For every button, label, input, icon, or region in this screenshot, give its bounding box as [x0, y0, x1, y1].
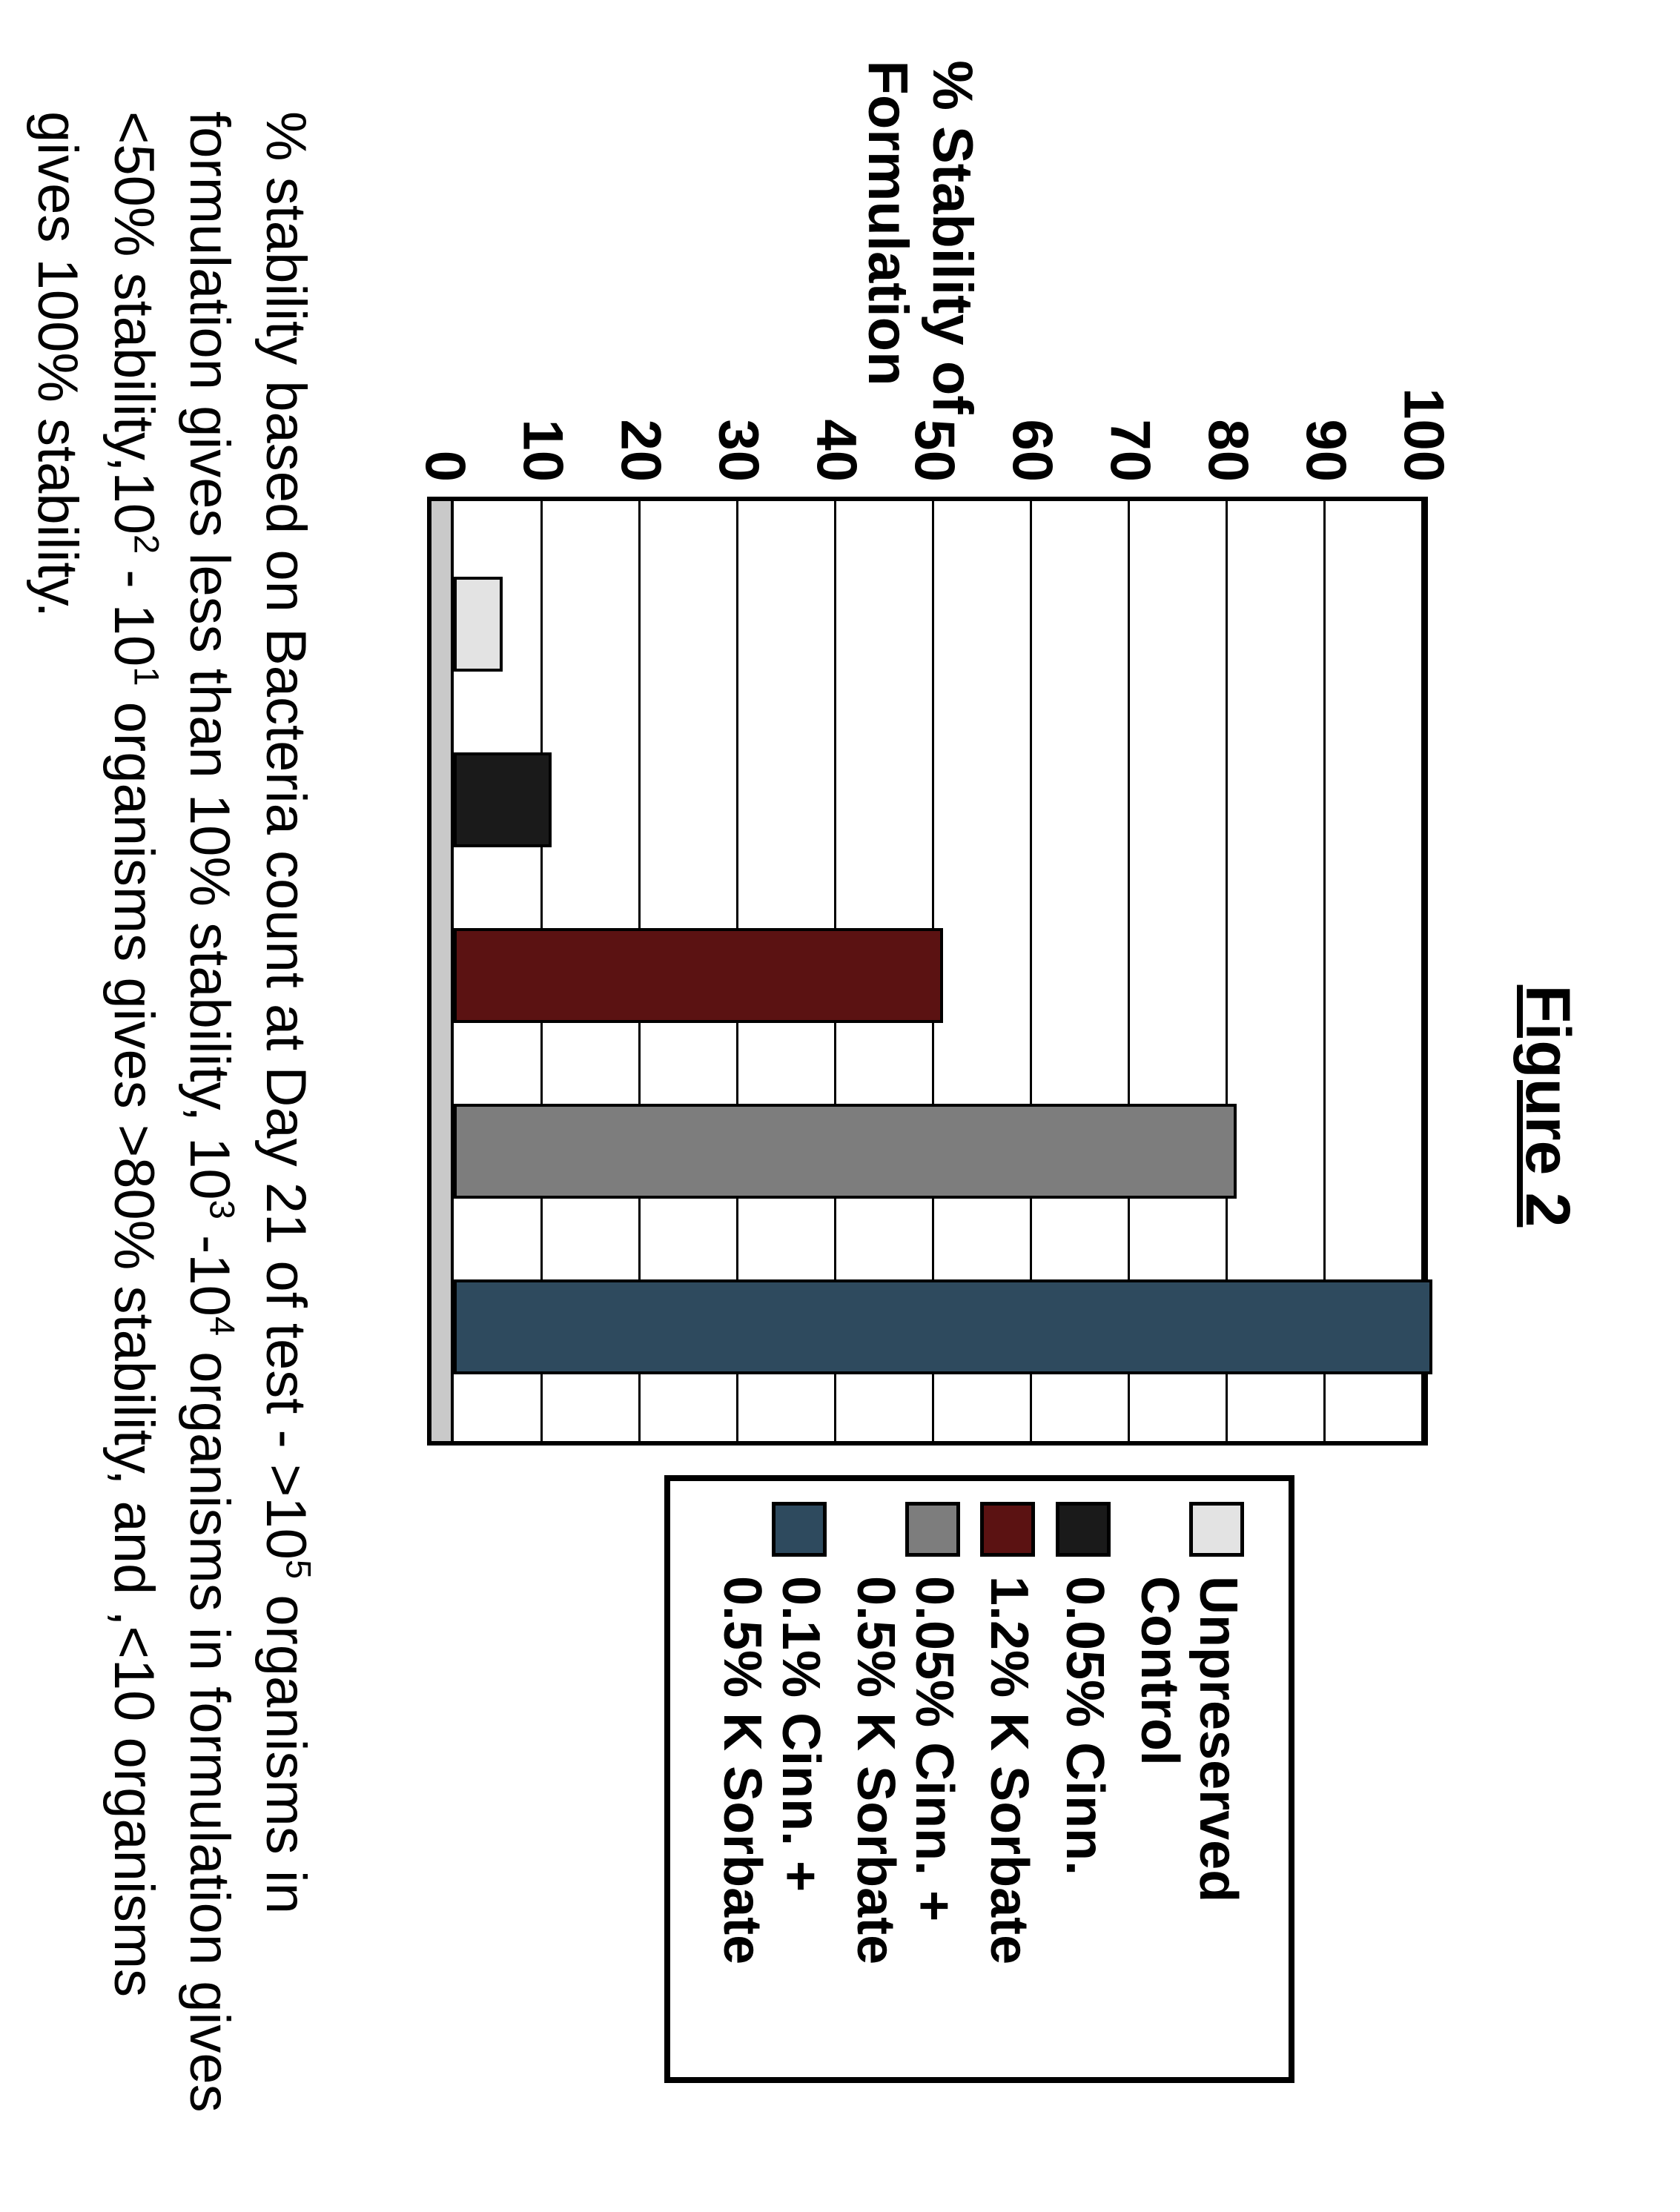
- legend-item-cinn01_ksorb05: 0.1% Cinn. + 0.5% K Sorbate: [712, 1502, 830, 2056]
- legend-label: 0.1% Cinn. + 0.5% K Sorbate: [712, 1576, 830, 1964]
- y-tick-label: 80: [1196, 419, 1260, 501]
- legend-box: Unpreserved Control 0.05% Cinn. 1.2% K Sor…: [665, 1475, 1295, 2083]
- legend-item-ksorb_12: 1.2% K Sorbate: [979, 1502, 1038, 2056]
- bar-cinn01_ksorb05: [454, 1279, 1432, 1374]
- legend-label: 0.05% Cinn. + 0.5% K Sorbate: [846, 1576, 963, 1964]
- y-tick-label: 40: [804, 419, 869, 501]
- legend-swatch: [1056, 1502, 1111, 1557]
- y-tick-label: 70: [1098, 419, 1163, 501]
- legend-label: 0.05% Cinn.: [1054, 1576, 1113, 1875]
- bar-cinn005_ksorb05: [454, 1104, 1237, 1199]
- y-tick-label: 100: [1392, 388, 1456, 501]
- y-tick-label: 0: [413, 451, 477, 501]
- legend-label: Unpreserved Control: [1130, 1576, 1247, 1902]
- legend-label: 1.2% K Sorbate: [979, 1576, 1038, 1964]
- legend-swatch: [1189, 1502, 1244, 1557]
- y-tick-label: 20: [609, 419, 673, 501]
- legend-swatch: [905, 1502, 960, 1557]
- chart-region: % Stability of Formulation 0102030405060…: [383, 111, 1458, 2113]
- bar-cinn_005: [454, 752, 552, 847]
- y-tick-label: 60: [1000, 419, 1065, 501]
- legend-swatch: [772, 1502, 827, 1557]
- figure-title: Figure 2: [1512, 0, 1584, 2212]
- legend-item-unpreserved_control: Unpreserved Control: [1130, 1502, 1247, 2056]
- plot-area: 0102030405060708090100: [427, 497, 1428, 1446]
- legend-item-cinn005_ksorb05: 0.05% Cinn. + 0.5% K Sorbate: [846, 1502, 963, 2056]
- bar-unpreserved_control: [454, 577, 503, 672]
- y-tick-label: 90: [1294, 419, 1358, 501]
- page-root: Figure 2 % Stability of Formulation 0102…: [0, 0, 1680, 2212]
- plot-floor: [431, 501, 454, 1441]
- legend-swatch: [980, 1502, 1035, 1557]
- landscape-frame: Figure 2 % Stability of Formulation 0102…: [0, 0, 1680, 2212]
- caption-text: % stability based on Bacteria count at D…: [19, 111, 323, 2113]
- y-tick-label: 50: [902, 419, 967, 501]
- bar-ksorb_12: [454, 928, 943, 1023]
- y-tick-label: 10: [511, 419, 575, 501]
- legend-item-cinn_005: 0.05% Cinn.: [1054, 1502, 1113, 2056]
- y-axis-label: % Stability of Formulation: [383, 111, 1458, 363]
- y-tick-label: 30: [707, 419, 771, 501]
